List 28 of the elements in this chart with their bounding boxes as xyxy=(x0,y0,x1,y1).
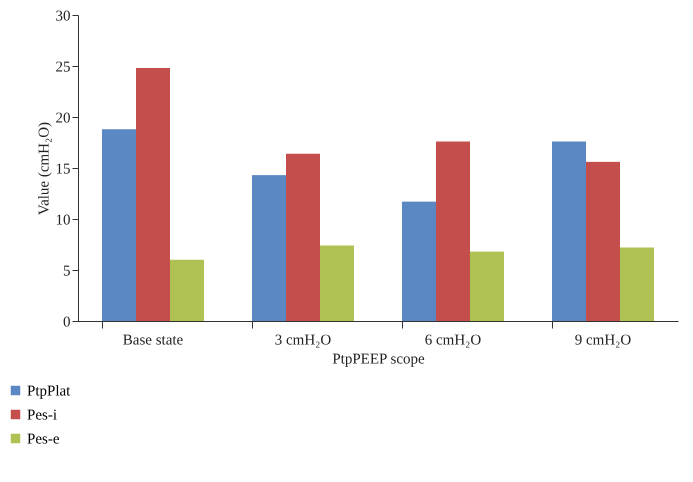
y-tick-label: 25 xyxy=(56,60,70,76)
legend-label: Pes-i xyxy=(27,408,57,424)
bar xyxy=(252,175,286,321)
x-tick-label: Base state xyxy=(122,332,184,348)
x-tick-label: 9 cmH₂O xyxy=(574,332,632,348)
bar xyxy=(320,246,354,321)
y-tick-label: 30 xyxy=(56,8,70,24)
bar xyxy=(436,141,470,321)
bar xyxy=(286,154,320,321)
y-tick-label: 5 xyxy=(63,264,70,280)
y-tick-label: 15 xyxy=(56,162,70,178)
bar xyxy=(552,141,586,321)
bar xyxy=(102,129,136,321)
y-axis-title: Value (cmH₂O) xyxy=(36,122,52,216)
bar xyxy=(402,202,436,321)
legend-label: PtpPlat xyxy=(27,384,72,400)
legend-label: Pes-e xyxy=(27,432,60,448)
bar xyxy=(170,260,204,321)
y-tick-label: 20 xyxy=(56,110,70,126)
bar xyxy=(470,252,504,321)
bar xyxy=(586,162,620,321)
y-tick-label: 10 xyxy=(56,212,70,228)
x-axis-title: PtpPEEP scope xyxy=(332,352,426,368)
bar xyxy=(620,248,654,321)
x-tick-label: 6 cmH₂O xyxy=(424,332,482,348)
x-tick-label: 3 cmH₂O xyxy=(274,332,332,348)
y-tick-label: 0 xyxy=(63,314,70,330)
bar xyxy=(136,68,170,321)
